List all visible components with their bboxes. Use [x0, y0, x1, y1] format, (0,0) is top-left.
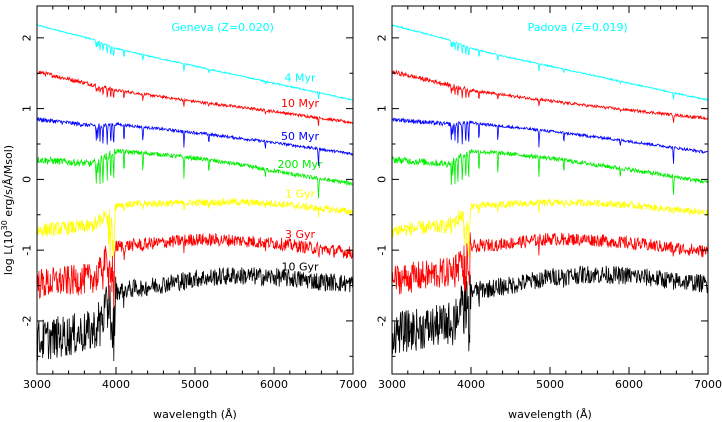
y-tick-label: -2	[21, 315, 34, 326]
series-line-0	[391, 24, 708, 102]
x-tick-label: 4000	[457, 378, 485, 391]
y-tick-label: 2	[376, 34, 389, 41]
y-tick-label: -2	[376, 315, 389, 326]
x-tick-label: 4000	[102, 378, 130, 391]
series-line-1	[36, 70, 354, 127]
series-line-6	[391, 265, 709, 355]
x-tick-label: 7000	[694, 378, 722, 391]
series-line-5	[36, 232, 354, 313]
x-tick-label: 3000	[378, 378, 406, 391]
series-line-3	[36, 148, 353, 199]
panel-geneva: 3000 4000 5000 6000 7000 -2 -1 0 1 2 wavelength (Å…	[21, 5, 367, 421]
x-tick-label: 5000	[181, 378, 209, 391]
series-line-1	[392, 69, 709, 123]
series-line-2	[36, 117, 354, 167]
x-axis-label: wavelength (Å)	[153, 408, 237, 421]
panel-title: Padova (Z=0.019)	[528, 21, 628, 34]
panel-padova: 3000 4000 5000 6000 7000 -2 -1 0 1 2 wavelength (Å…	[376, 5, 722, 421]
y-tick-label: 0	[21, 176, 34, 183]
series-label: 10 Gyr	[281, 261, 319, 274]
series-label: 3 Gyr	[285, 228, 316, 241]
y-tick-label: 0	[376, 176, 389, 183]
series-label: 50 Myr	[281, 130, 319, 143]
x-tick-label: 7000	[339, 378, 367, 391]
series-label: 1 Gyr	[285, 188, 316, 201]
series-line-0	[36, 24, 353, 101]
y-tick-label: -1	[376, 245, 389, 256]
y-tick-label: 1	[21, 105, 34, 112]
series-line-3	[391, 148, 709, 196]
series-line-6	[36, 266, 354, 362]
x-tick-label: 5000	[536, 378, 564, 391]
x-tick-label: 6000	[260, 378, 288, 391]
series-line-4	[36, 197, 354, 258]
series-line-4	[391, 197, 709, 258]
y-axis-label: log L(1030 erg/s/Å/Msol)	[0, 145, 15, 275]
panel-title: Geneva (Z=0.020)	[171, 21, 274, 34]
x-tick-label: 6000	[615, 378, 643, 391]
series-line-5	[391, 232, 709, 306]
y-tick-label: -1	[21, 245, 34, 256]
series-label: 10 Myr	[281, 97, 319, 110]
series-line-2	[391, 117, 708, 164]
y-tick-label: 1	[376, 105, 389, 112]
x-tick-label: 3000	[23, 378, 51, 391]
series-label: 200 Myr	[277, 158, 322, 171]
series-label: 4 Myr	[284, 72, 315, 85]
y-tick-label: 2	[21, 34, 34, 41]
x-axis-label: wavelength (Å)	[508, 408, 592, 421]
